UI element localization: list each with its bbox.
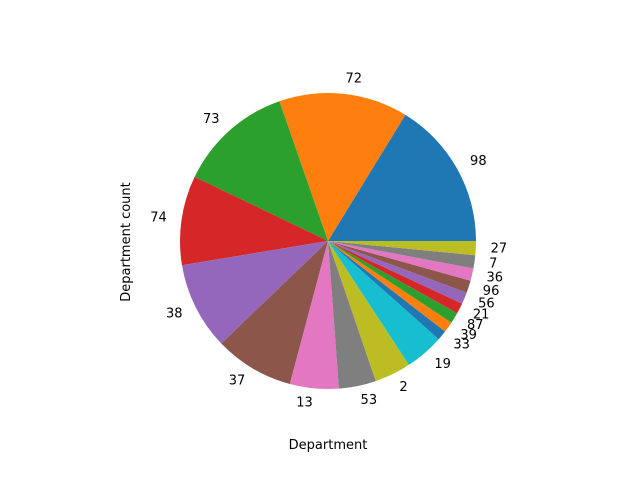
- pie-slice-36: [328, 241, 474, 281]
- pie-label-56: 56: [478, 296, 495, 311]
- pie-slice-72: [279, 93, 406, 241]
- pie-label-7: 7: [489, 257, 497, 272]
- pie-slice-87: [328, 241, 458, 323]
- pie-label-19: 19: [434, 357, 451, 372]
- pie-label-38: 38: [166, 307, 183, 322]
- pie-label-74: 74: [150, 210, 167, 225]
- pie-label-96: 96: [483, 284, 500, 299]
- pie-slice-13: [289, 241, 339, 389]
- pie-slice-7: [328, 241, 476, 269]
- pie-label-36: 36: [487, 271, 504, 286]
- pie-label-13: 13: [296, 396, 313, 411]
- y-axis-label: Department count: [119, 182, 134, 301]
- pie-label-27: 27: [491, 241, 508, 256]
- pie-label-37: 37: [229, 374, 246, 389]
- pie-slice-73: [194, 101, 328, 241]
- pie-label-98: 98: [470, 154, 487, 169]
- pie-slice-98: [328, 114, 477, 241]
- pie-slice-37: [221, 241, 328, 384]
- pie-label-39: 39: [460, 328, 477, 343]
- pie-label-2: 2: [399, 380, 407, 395]
- pie-label-73: 73: [203, 112, 220, 127]
- pie-slices: [180, 93, 477, 389]
- pie-slice-39: [328, 241, 452, 332]
- pie-label-33: 33: [453, 337, 470, 352]
- pie-slice-38: [181, 241, 328, 344]
- pie-slice-56: [328, 241, 467, 304]
- pie-slice-53: [328, 241, 376, 389]
- pie-label-87: 87: [467, 318, 484, 333]
- pie-slice-33: [328, 241, 446, 340]
- pie-slice-27: [328, 241, 476, 256]
- pie-label-72: 72: [346, 72, 363, 87]
- pie-label-21: 21: [473, 308, 490, 323]
- pie-slice-2: [328, 241, 409, 382]
- x-axis-label: Department: [289, 438, 368, 453]
- pie-slice-21: [328, 241, 463, 314]
- pie-slice-74: [180, 176, 328, 266]
- pie-slice-19: [328, 241, 439, 365]
- pie-label-53: 53: [361, 393, 378, 408]
- pie-slice-96: [328, 241, 471, 293]
